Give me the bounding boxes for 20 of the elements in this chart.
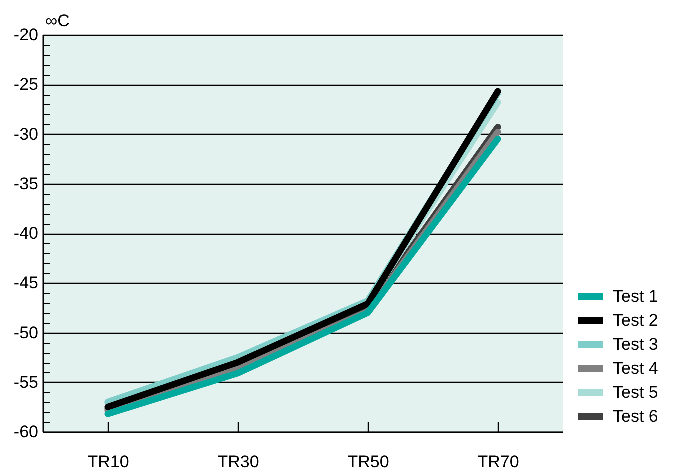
x-tick-label: TR10 xyxy=(88,452,130,471)
y-tick-label: -25 xyxy=(14,75,38,94)
legend-label: Test 6 xyxy=(613,407,658,426)
x-tick-label: TR50 xyxy=(348,452,390,471)
y-tick-label: -45 xyxy=(14,274,38,293)
y-tick-label: -35 xyxy=(14,174,38,194)
legend-label: Test 4 xyxy=(613,359,658,378)
y-tick-label: -60 xyxy=(14,422,38,442)
x-tick-label: TR30 xyxy=(218,452,260,471)
y-axis-title: ∞C xyxy=(46,12,70,30)
legend-label: Test 1 xyxy=(613,287,658,306)
legend-label: Test 2 xyxy=(613,311,658,330)
y-tick-label: -55 xyxy=(14,372,38,392)
legend-label: Test 5 xyxy=(613,383,658,402)
y-tick-label: -20 xyxy=(14,26,38,44)
y-tick-label: -40 xyxy=(14,224,38,243)
y-tick-label: -30 xyxy=(14,124,38,144)
legend-label: Test 3 xyxy=(613,335,658,354)
x-tick-label: TR70 xyxy=(478,452,520,471)
y-tick-label: -50 xyxy=(14,323,38,342)
